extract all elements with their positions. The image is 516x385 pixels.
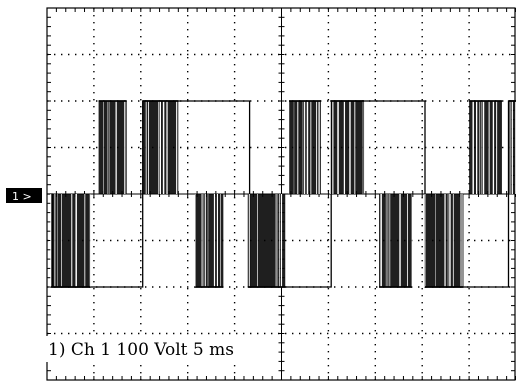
- switching-band-fill: [379, 194, 412, 287]
- switching-band: [379, 194, 413, 288]
- switching-band-fill: [50, 194, 91, 287]
- readout-text: 1) Ch 1 100 Volt 5 ms: [48, 340, 234, 360]
- switching-band: [142, 100, 179, 194]
- switching-band-fill: [195, 194, 224, 287]
- channel-marker-box: [6, 188, 42, 203]
- switching-band: [469, 100, 502, 194]
- switching-band: [247, 194, 286, 288]
- channel-1-marker: 1 >: [6, 188, 42, 203]
- switching-band-fill: [330, 101, 365, 194]
- switching-band: [424, 194, 464, 288]
- switching-band: [194, 194, 224, 288]
- channel-marker-label: 1 >: [12, 190, 32, 203]
- switching-band-fill: [98, 101, 127, 194]
- switching-band: [508, 100, 516, 194]
- switching-band: [329, 100, 365, 194]
- switching-band: [288, 100, 321, 194]
- readout-box: 1) Ch 1 100 Volt 5 ms: [46, 336, 272, 362]
- waveform-trace: [47, 100, 516, 288]
- switching-band: [98, 100, 127, 194]
- switching-band-fill: [425, 194, 464, 287]
- readout-background: [46, 336, 272, 362]
- switching-band: [50, 194, 91, 288]
